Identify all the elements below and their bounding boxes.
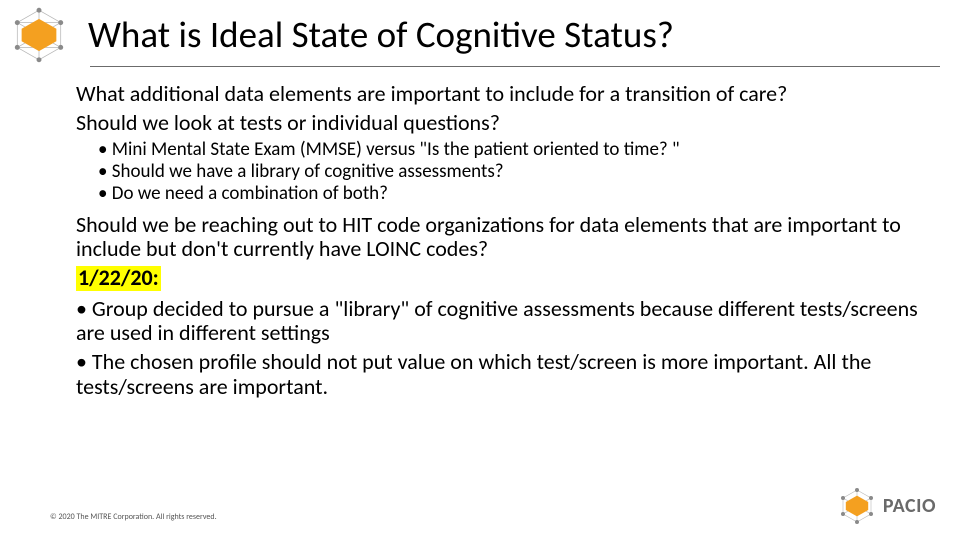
paragraph-3: Should we be reaching out to HIT code or… xyxy=(76,213,930,262)
sub-bullet-2: • Should we have a library of cognitive … xyxy=(98,161,930,183)
sub-bullet-3: • Do we need a combination of both? xyxy=(98,183,930,205)
date-highlight: 1/22/20: xyxy=(76,266,161,291)
footer-logo-icon xyxy=(837,486,877,526)
post-bullet-1: • Group decided to pursue a "library" of… xyxy=(76,297,930,346)
title-underline xyxy=(90,66,940,67)
copyright-text: © 2020 The MITRE Corporation. All rights… xyxy=(50,512,217,522)
footer-brand: PACIO xyxy=(837,486,936,526)
post-bullet-2: • The chosen profile should not put valu… xyxy=(76,350,930,399)
paragraph-1: What additional data elements are import… xyxy=(76,82,930,107)
slide: What is Ideal State of Cognitive Status?… xyxy=(0,0,960,540)
sub-bullet-1: • Mini Mental State Exam (MMSE) versus "… xyxy=(98,139,930,161)
footer-brand-text: PACIO xyxy=(883,494,936,518)
slide-logo-icon xyxy=(8,4,70,66)
date-heading: 1/22/20: xyxy=(76,266,930,291)
title-row: What is Ideal State of Cognitive Status? xyxy=(0,0,960,66)
content-body: What additional data elements are import… xyxy=(76,82,930,403)
post-bullet-list: • Group decided to pursue a "library" of… xyxy=(76,297,930,400)
paragraph-2: Should we look at tests or individual qu… xyxy=(76,111,930,136)
sub-bullet-list: • Mini Mental State Exam (MMSE) versus "… xyxy=(76,139,930,205)
slide-title: What is Ideal State of Cognitive Status? xyxy=(88,12,674,59)
